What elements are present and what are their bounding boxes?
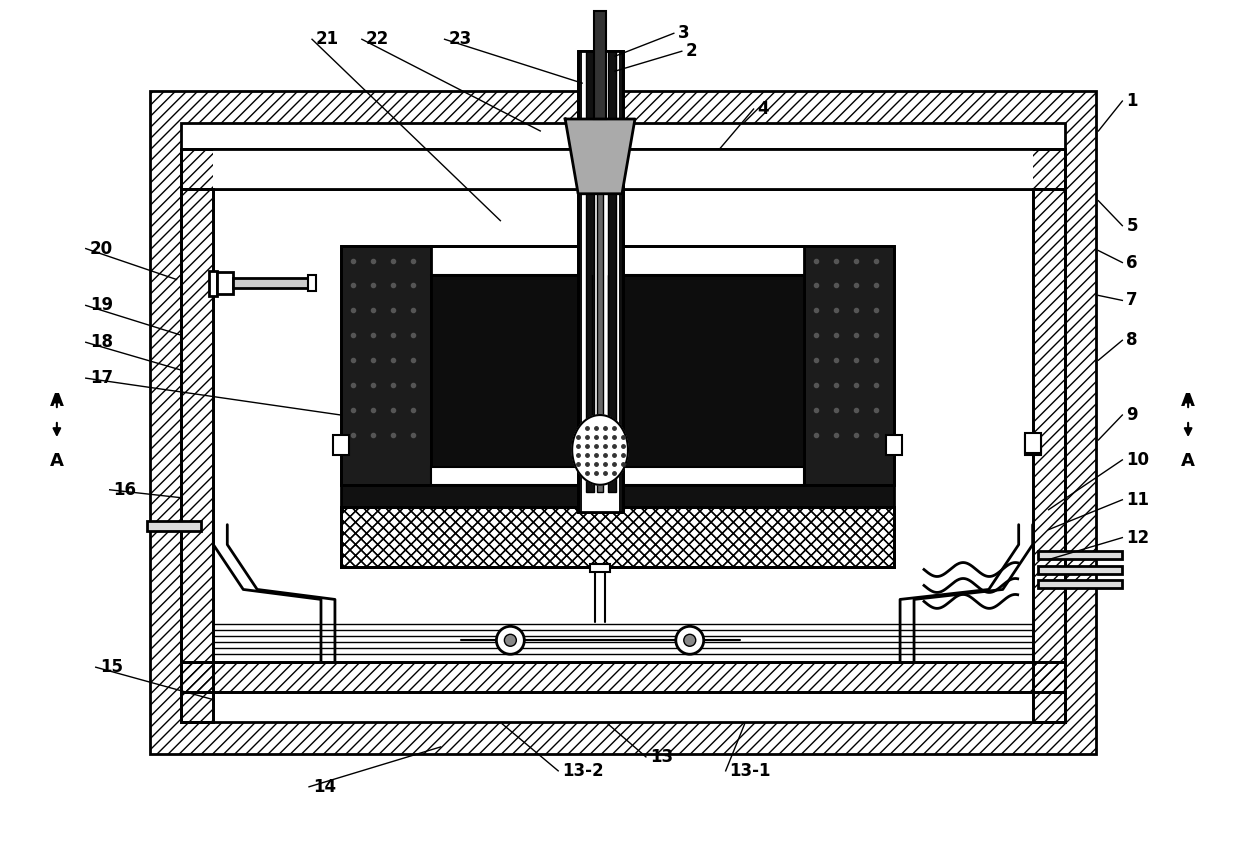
Bar [341,245,894,485]
Text: 6: 6 [1126,254,1138,272]
Bar [598,52,603,492]
Text: 18: 18 [89,333,113,351]
Bar [341,507,894,567]
Text: 13-2: 13-2 [562,762,604,780]
Bar [181,149,1064,189]
Bar [1038,565,1122,574]
Bar [582,52,619,512]
Bar [341,245,430,485]
Text: 19: 19 [89,296,113,315]
Bar [181,149,1064,189]
Bar [210,271,217,296]
Bar [334,435,348,455]
Bar [341,507,894,567]
Bar [1033,189,1064,722]
Text: 8: 8 [1126,332,1138,349]
Bar [430,245,805,276]
Circle shape [505,634,516,646]
Bar [341,507,894,567]
Bar [578,52,622,512]
Bar [181,123,1064,722]
Bar [213,149,1033,189]
Text: 3: 3 [678,25,689,42]
Bar [341,485,894,507]
Bar [578,52,622,512]
Bar [430,276,805,485]
Text: 4: 4 [758,100,769,118]
Bar [805,245,894,485]
Circle shape [496,626,525,654]
Text: A: A [1182,452,1195,470]
Text: 23: 23 [449,30,471,48]
Text: A: A [50,392,63,410]
Text: 13: 13 [650,748,673,766]
Bar [146,520,201,530]
Bar [1033,189,1064,722]
Text: 21: 21 [316,30,339,48]
Text: A: A [50,452,63,470]
Text: 1: 1 [1126,92,1138,110]
Polygon shape [572,415,627,485]
Text: 11: 11 [1126,491,1149,508]
Bar [608,52,616,492]
Text: A: A [1182,392,1195,410]
Bar [887,435,901,455]
Text: 14: 14 [312,777,336,796]
Circle shape [676,626,704,654]
Bar [150,91,1096,754]
Text: 7: 7 [1126,291,1138,310]
Text: 13-1: 13-1 [729,762,771,780]
Text: 10: 10 [1126,451,1149,469]
Bar [1038,551,1122,558]
Bar [341,507,894,567]
Bar [1024,435,1040,455]
Bar [181,189,213,722]
Text: 16: 16 [114,481,136,499]
Polygon shape [565,119,635,194]
Bar [217,272,233,294]
Bar [1038,580,1122,589]
Bar [587,52,594,492]
Bar [181,662,1064,692]
Text: 2: 2 [686,42,697,60]
Circle shape [683,634,696,646]
Text: 22: 22 [366,30,389,48]
Bar [590,563,610,572]
Text: 15: 15 [99,658,123,676]
Bar [594,11,606,119]
Text: 20: 20 [89,239,113,257]
Bar [308,276,316,291]
Bar [181,189,213,722]
Bar [181,662,1064,692]
Text: 17: 17 [89,369,113,387]
Text: 9: 9 [1126,406,1138,424]
Bar [1024,433,1040,453]
Text: 5: 5 [1126,217,1138,234]
Bar [430,467,805,485]
Bar [233,278,308,288]
Text: 12: 12 [1126,529,1149,547]
